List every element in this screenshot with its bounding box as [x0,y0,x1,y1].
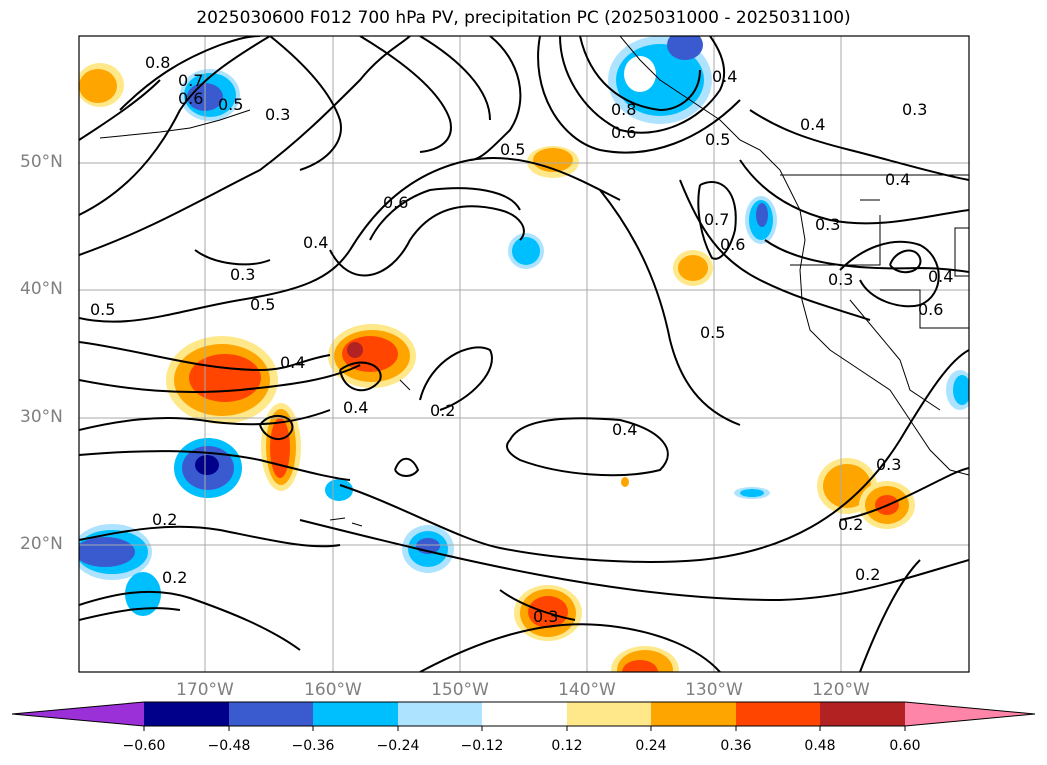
contour-label: 0.3 [533,607,558,626]
contour-label: 0.8 [145,53,170,72]
contour-label: 0.2 [152,510,177,529]
lon-label: 160°W [304,680,362,700]
contour-label: 0.5 [705,130,730,149]
map-title: 2025030600 F012 700 hPa PV, precipitatio… [196,8,851,28]
colorbar-tick-label: −0.60 [122,738,166,754]
lon-label: 140°W [558,680,616,700]
colorbar-under-arrow [12,702,144,726]
contour-label: 0.7 [178,71,203,90]
contour-label: 0.3 [876,455,901,474]
contour-label: 0.4 [343,398,368,417]
contour-label: 0.3 [828,270,853,289]
contour-label: 0.4 [928,267,953,286]
contour-label: 0.7 [704,210,729,229]
graticule [79,36,969,672]
lon-label: 120°W [812,680,870,700]
coastlines [99,36,969,527]
colorbar-tick-label: −0.12 [460,738,504,754]
colorbar-tick-label: −0.24 [376,738,420,754]
contour-label: 0.3 [230,265,255,284]
contour-label: 0.3 [265,105,290,124]
contour-label: 0.4 [612,420,637,439]
contour-label: 0.8 [611,100,636,119]
colorbar-segment [567,702,651,726]
contour-label: 0.2 [855,565,880,584]
contour-label: 0.6 [611,123,636,142]
contour-label: 0.6 [918,300,943,319]
contour-label: 0.5 [90,300,115,319]
contour-label: 0.3 [902,100,927,119]
pv-contours [79,36,969,672]
contour-label: 0.4 [800,115,825,134]
lon-label: 150°W [431,680,489,700]
contour-label: 0.5 [700,323,725,342]
contour-label: 0.4 [280,353,305,372]
colorbar-segment [144,702,229,726]
contour-label: 0.5 [218,95,243,114]
map-frame [78,35,970,673]
colorbar-segment [313,702,398,726]
contour-label: 0.6 [178,89,203,108]
lat-label: 30°N [20,407,63,427]
colorbar [11,701,1036,731]
contour-label: 0.2 [838,515,863,534]
lat-label: 50°N [20,152,63,172]
lon-label: 170°W [176,680,234,700]
lat-label: 40°N [20,279,63,299]
colorbar-segment [820,702,905,726]
colorbar-segment [736,702,820,726]
colorbar-segment [229,702,313,726]
lon-label: 130°W [685,680,743,700]
contour-label-group: 0.8 0.7 0.6 0.5 0.3 0.4 0.8 0.6 0.5 0.4 … [90,53,953,626]
contour-label: 0.4 [885,170,910,189]
colorbar-tick-label: 0.12 [551,738,583,754]
contour-label: 0.4 [712,67,737,86]
contour-label: 0.2 [430,401,455,420]
colorbar-segment [482,702,567,726]
colorbar-segment [398,702,482,726]
colorbar-over-arrow [905,702,1035,726]
lat-label: 20°N [20,534,63,554]
colorbar-tick-label: 0.24 [635,738,667,754]
contour-label: 0.2 [162,568,187,587]
colorbar-tick-label: −0.48 [207,738,251,754]
contour-label: 0.3 [815,215,840,234]
contour-label: 0.6 [383,193,408,212]
contour-label: 0.5 [250,295,275,314]
contour-label: 0.5 [500,140,525,159]
contour-label: 0.6 [720,235,745,254]
colorbar-tick-label: −0.36 [291,738,335,754]
colorbar-tick-label: 0.36 [720,738,752,754]
colorbar-tick-label: 0.60 [889,738,921,754]
contour-label: 0.4 [303,233,328,252]
colorbar-segment [651,702,736,726]
colorbar-tick-label: 0.48 [804,738,836,754]
